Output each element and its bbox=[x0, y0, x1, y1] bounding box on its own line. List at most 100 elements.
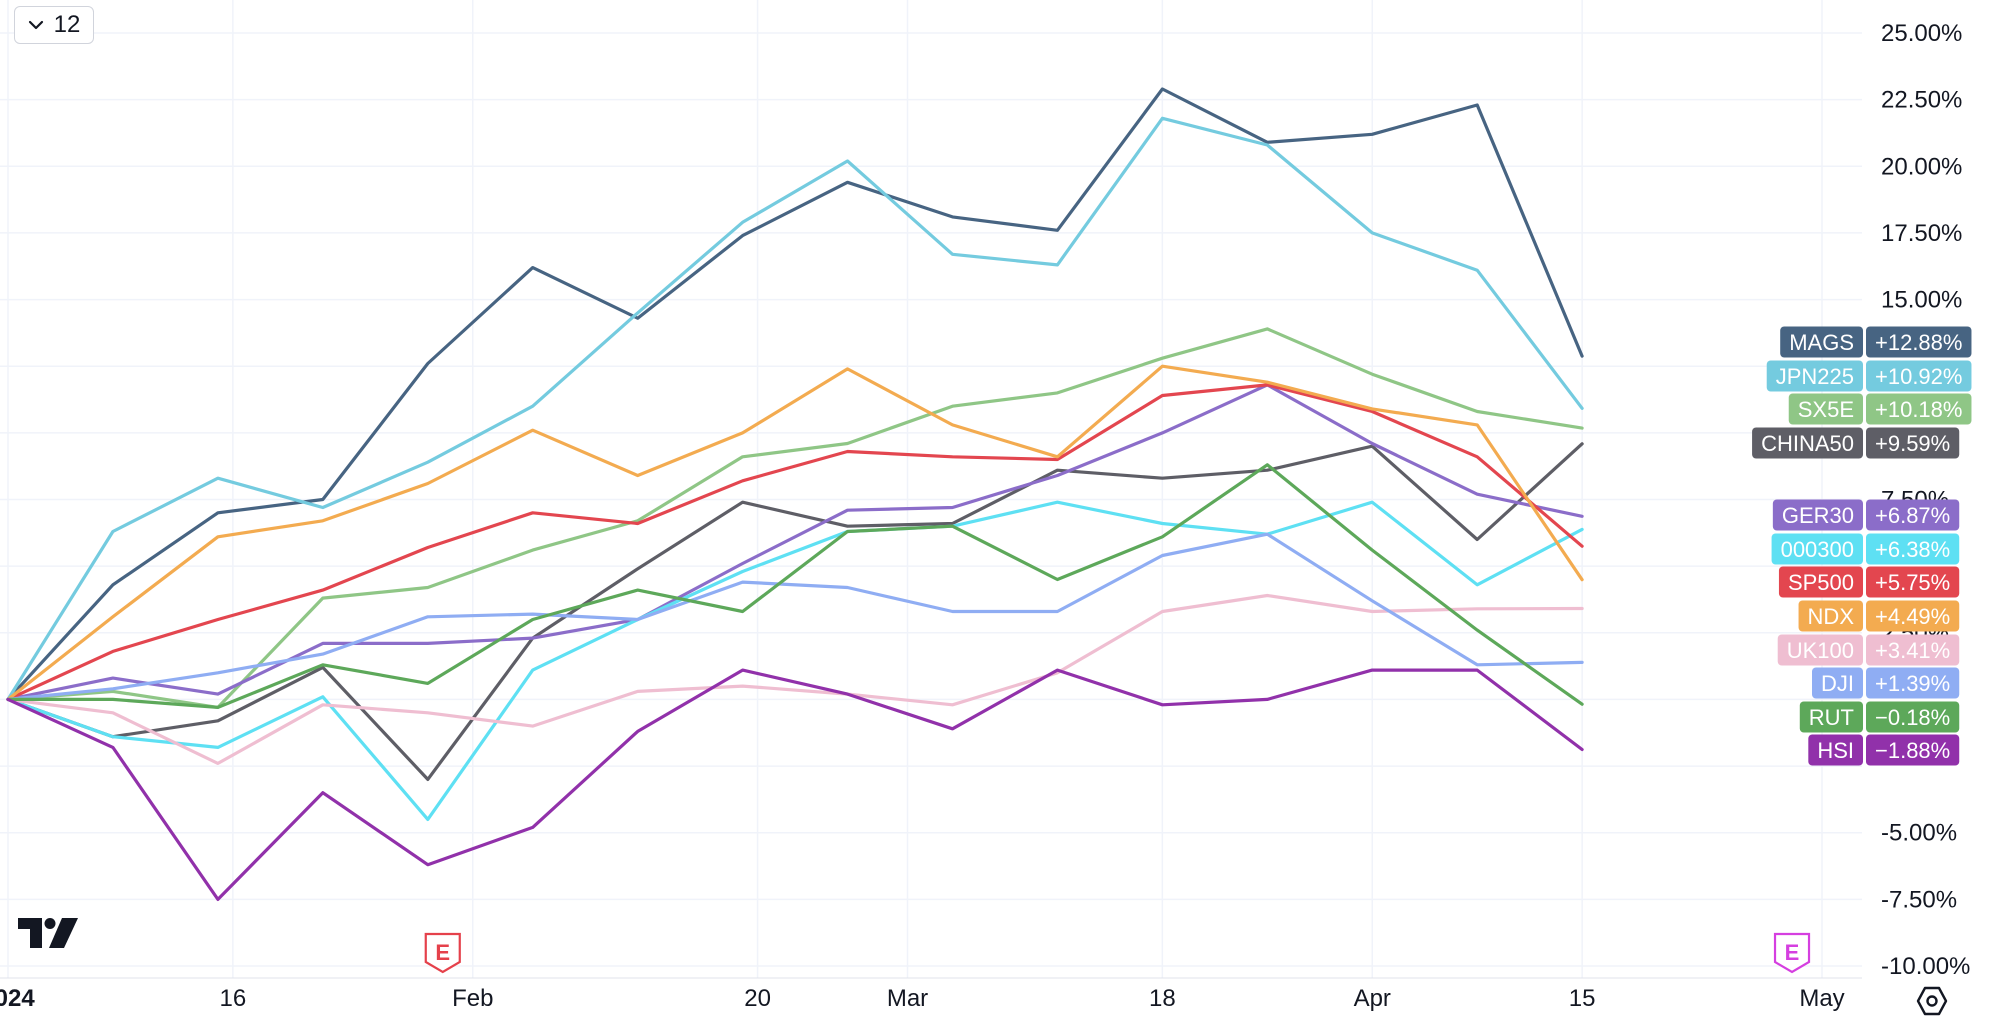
badge-name-bg bbox=[1778, 566, 1863, 598]
y-tick-label: -5.00% bbox=[1881, 820, 1957, 847]
badge-series-name: RUT bbox=[1809, 705, 1854, 730]
x-tick-label: 2024 bbox=[0, 985, 35, 1012]
y-tick-label: 25.00% bbox=[1881, 20, 1962, 47]
series-line-sx5e[interactable] bbox=[6, 327, 1584, 710]
price-badge-sx5e[interactable]: SX5E +10.18% bbox=[1788, 393, 1972, 425]
earnings-marker-label: E bbox=[1785, 940, 1800, 965]
x-tick-label: 18 bbox=[1149, 985, 1176, 1012]
y-tick-label: 22.50% bbox=[1881, 87, 1962, 114]
price-badges: MAGS +12.88% JPN225 +10.92% SX5E +10.18% CHINA… bbox=[1752, 326, 1972, 766]
y-tick-label: -10.00% bbox=[1881, 953, 1970, 980]
badge-series-name: SP500 bbox=[1788, 570, 1854, 595]
series-line-ger30[interactable] bbox=[6, 383, 1584, 702]
x-tick-label: Apr bbox=[1354, 985, 1391, 1012]
badge-value-bg bbox=[1866, 533, 1960, 565]
badge-value-bg bbox=[1866, 566, 1960, 598]
settings-icon[interactable] bbox=[1916, 986, 1948, 1016]
y-tick-label: 20.00% bbox=[1881, 153, 1962, 180]
price-badge-hsi[interactable]: HSI −1.88% bbox=[1808, 734, 1960, 766]
x-tick-label: Mar bbox=[887, 985, 928, 1012]
badge-series-name: CHINA50 bbox=[1761, 431, 1854, 456]
badge-name-bg bbox=[1771, 533, 1863, 565]
badge-name-bg bbox=[1812, 667, 1863, 699]
earnings-marker-label: E bbox=[435, 940, 450, 965]
badge-series-name: NDX bbox=[1808, 604, 1855, 629]
x-tick-label: May bbox=[1799, 985, 1844, 1012]
series-legend-toggle[interactable]: 12 bbox=[14, 6, 94, 44]
badge-series-name: DJI bbox=[1821, 671, 1854, 696]
badge-value: +3.41% bbox=[1875, 638, 1950, 663]
badge-series-name: JPN225 bbox=[1776, 364, 1854, 389]
series-line-china50[interactable] bbox=[6, 442, 1584, 782]
price-badge-ger30[interactable]: GER30 +6.87% bbox=[1772, 499, 1960, 531]
x-tick-label: 20 bbox=[744, 985, 771, 1012]
badge-value-bg bbox=[1866, 701, 1960, 733]
badge-value: +10.18% bbox=[1875, 397, 1962, 422]
badge-value-bg bbox=[1866, 734, 1960, 766]
badge-value: +12.88% bbox=[1875, 330, 1962, 355]
badge-series-name: 000300 bbox=[1781, 537, 1854, 562]
badge-value-bg bbox=[1866, 360, 1972, 392]
series-line-000300[interactable] bbox=[6, 500, 1584, 822]
badge-name-bg bbox=[1798, 600, 1863, 632]
earnings-marker[interactable]: E bbox=[424, 932, 461, 974]
badge-value-bg bbox=[1866, 600, 1960, 632]
badge-value: −1.88% bbox=[1875, 738, 1950, 763]
badge-value-bg bbox=[1866, 634, 1960, 666]
series-line-mags[interactable] bbox=[6, 87, 1584, 702]
price-badge-ndx[interactable]: NDX +4.49% bbox=[1798, 600, 1960, 632]
y-tick-label: 17.50% bbox=[1881, 220, 1962, 247]
badge-value: +6.87% bbox=[1875, 503, 1950, 528]
series-lines bbox=[6, 87, 1584, 902]
badge-name-bg bbox=[1780, 326, 1863, 358]
badge-value: +6.38% bbox=[1875, 537, 1950, 562]
y-tick-label: 15.00% bbox=[1881, 287, 1962, 314]
x-axis-ticks: 2024 16 Feb 20 Mar 18 Apr 15 May bbox=[0, 985, 1845, 1012]
badge-value: +4.49% bbox=[1875, 604, 1950, 629]
price-badge-jpn225[interactable]: JPN225 +10.92% bbox=[1766, 360, 1972, 392]
badge-name-bg bbox=[1799, 701, 1863, 733]
badge-series-name: MAGS bbox=[1789, 330, 1854, 355]
badge-series-name: GER30 bbox=[1782, 503, 1854, 528]
badge-value: +1.39% bbox=[1875, 671, 1950, 696]
badge-series-name: UK100 bbox=[1787, 638, 1854, 663]
price-badge-dji[interactable]: DJI +1.39% bbox=[1812, 667, 1960, 699]
badge-value-bg bbox=[1866, 326, 1972, 358]
badge-name-bg bbox=[1766, 360, 1863, 392]
price-badge-000300[interactable]: 000300 +6.38% bbox=[1771, 533, 1960, 565]
series-line-uk100[interactable] bbox=[6, 593, 1584, 766]
series-line-jpn225[interactable] bbox=[6, 116, 1584, 702]
badge-name-bg bbox=[1772, 499, 1863, 531]
series-line-hsi[interactable] bbox=[6, 668, 1584, 902]
earnings-marker-shape bbox=[424, 932, 461, 974]
badge-value: +5.75% bbox=[1875, 570, 1950, 595]
badge-value-bg bbox=[1866, 393, 1972, 425]
price-badge-rut[interactable]: RUT −0.18% bbox=[1799, 701, 1960, 733]
badge-value: −0.18% bbox=[1875, 705, 1950, 730]
price-badge-china50[interactable]: CHINA50 +9.59% bbox=[1752, 427, 1960, 459]
x-tick-label: 16 bbox=[220, 985, 247, 1012]
series-line-ndx[interactable] bbox=[6, 364, 1584, 702]
axes: 25.00%22.50%20.00%17.50%15.00%7.50%2.50%… bbox=[0, 20, 1970, 1012]
chevron-down-icon bbox=[28, 20, 43, 30]
badge-name-bg bbox=[1777, 634, 1863, 666]
badge-series-name: SX5E bbox=[1798, 397, 1854, 422]
x-tick-label: 15 bbox=[1569, 985, 1596, 1012]
x-tick-label: Feb bbox=[452, 985, 493, 1012]
series-count: 12 bbox=[53, 11, 81, 38]
badge-name-bg bbox=[1788, 393, 1863, 425]
grid-lines bbox=[0, 0, 1862, 978]
price-badge-uk100[interactable]: UK100 +3.41% bbox=[1777, 634, 1960, 666]
badge-value: +9.59% bbox=[1875, 431, 1950, 456]
series-line-rut[interactable] bbox=[6, 463, 1584, 710]
series-line-dji[interactable] bbox=[6, 532, 1584, 702]
badge-name-bg bbox=[1752, 427, 1863, 459]
tradingview-logo-icon[interactable] bbox=[18, 918, 80, 950]
price-badge-sp500[interactable]: SP500 +5.75% bbox=[1778, 566, 1960, 598]
series-line-sp500[interactable] bbox=[6, 383, 1584, 702]
badge-series-name: HSI bbox=[1817, 738, 1854, 763]
earnings-marker[interactable]: E bbox=[1773, 932, 1811, 974]
price-badge-mags[interactable]: MAGS +12.88% bbox=[1780, 326, 1972, 358]
